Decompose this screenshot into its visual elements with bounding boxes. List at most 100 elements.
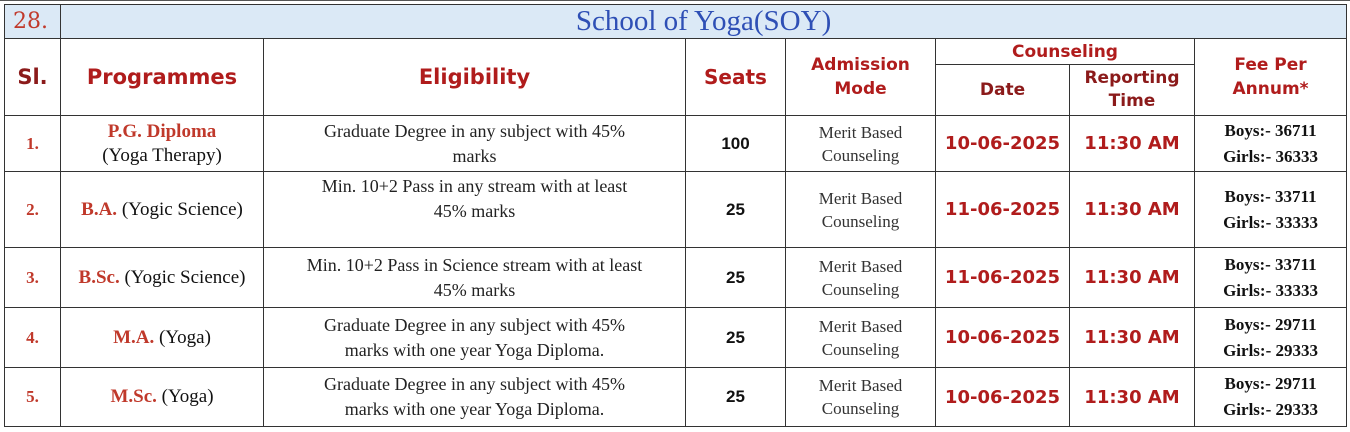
row-programme: P.G. Diploma (Yoga Therapy) bbox=[60, 115, 264, 172]
mode-line1: Merit Based bbox=[818, 256, 903, 276]
fee-boys: Boys:- 29711 bbox=[1224, 314, 1317, 334]
row-admission-mode: Merit Based Counseling bbox=[785, 307, 936, 368]
fee-girls: Girls:- 29333 bbox=[1223, 400, 1318, 419]
row-admission-mode: Merit Based Counseling bbox=[785, 115, 936, 172]
mode-line2: Counseling bbox=[821, 145, 900, 165]
row-sl: 2. bbox=[4, 171, 61, 248]
programme-table: 28. School of Yoga(SOY) Sl. Programmes E… bbox=[4, 4, 1348, 427]
header-row-1: Sl. Programmes Eligibility Seats Admissi… bbox=[4, 38, 1348, 116]
row-admission-mode: Merit Based Counseling bbox=[785, 171, 936, 248]
row-time: 11:30 AM bbox=[1069, 115, 1195, 172]
table-row: 4. M.A. (Yoga) Graduate Degree in any su… bbox=[4, 307, 1348, 368]
fee-girls: Girls:- 33333 bbox=[1223, 280, 1318, 300]
row-admission-mode: Merit Based Counseling bbox=[785, 367, 936, 427]
row-date: 10-06-2025 bbox=[935, 115, 1070, 172]
row-programme: B.A. (Yogic Science) bbox=[60, 171, 264, 248]
programme-detail: (Yogic Science) bbox=[121, 198, 243, 220]
eligibility-line2: 45% marks bbox=[433, 201, 516, 221]
row-programme: M.A. (Yoga) bbox=[60, 307, 264, 368]
row-time: 11:30 AM bbox=[1069, 367, 1195, 427]
row-date: 11-06-2025 bbox=[935, 247, 1070, 308]
row-time: 11:30 AM bbox=[1069, 247, 1195, 308]
programme-name: B.Sc. bbox=[78, 266, 120, 288]
fee-boys: Boys:- 29711 bbox=[1224, 374, 1317, 393]
header-programmes: Programmes bbox=[60, 38, 264, 116]
row-programme: B.Sc. (Yogic Science) bbox=[60, 247, 264, 308]
row-date: 10-06-2025 bbox=[935, 367, 1070, 427]
eligibility-line2: marks bbox=[452, 145, 497, 166]
header-admission-line1: Admission bbox=[811, 55, 910, 75]
header-admission-line2: Mode bbox=[834, 79, 887, 99]
row-fee: Boys:- 29711 Girls:- 29333 bbox=[1193, 307, 1348, 368]
programme-name: M.A. bbox=[113, 326, 155, 348]
row-eligibility: Graduate Degree in any subject with 45% … bbox=[263, 307, 686, 368]
programme-detail: (Yoga) bbox=[161, 386, 214, 407]
programme-name: M.Sc. bbox=[110, 386, 157, 407]
table-row: 1. P.G. Diploma (Yoga Therapy) Graduate … bbox=[4, 115, 1348, 172]
header-reporting-line1: Reporting bbox=[1084, 68, 1180, 88]
fee-boys: Boys:- 33711 bbox=[1224, 186, 1317, 206]
row-date: 11-06-2025 bbox=[935, 171, 1070, 248]
mode-line2: Counseling bbox=[821, 399, 900, 418]
mode-line1: Merit Based bbox=[818, 376, 903, 395]
top-border bbox=[0, 0, 1350, 4]
row-sl: 3. bbox=[4, 247, 61, 308]
row-admission-mode: Merit Based Counseling bbox=[785, 247, 936, 308]
header-sl: Sl. bbox=[4, 38, 61, 116]
row-time: 11:30 AM bbox=[1069, 307, 1195, 368]
row-seats: 25 bbox=[685, 247, 786, 308]
row-programme: M.Sc. (Yoga) bbox=[60, 367, 264, 427]
mode-line1: Merit Based bbox=[818, 188, 903, 208]
eligibility-line2: marks with one year Yoga Diploma. bbox=[344, 339, 605, 360]
mode-line2: Counseling bbox=[821, 211, 900, 231]
table-row: 5. M.Sc. (Yoga) Graduate Degree in any s… bbox=[4, 367, 1348, 427]
row-seats: 25 bbox=[685, 171, 786, 248]
row-eligibility: Graduate Degree in any subject with 45% … bbox=[263, 367, 686, 427]
row-sl: 1. bbox=[4, 115, 61, 172]
eligibility-line2: 45% marks bbox=[433, 279, 516, 300]
header-reporting-line2: Time bbox=[1108, 91, 1156, 111]
section-title: School of Yoga(SOY) bbox=[59, 4, 1348, 39]
fee-girls: Girls:- 33333 bbox=[1223, 212, 1318, 232]
row-fee: Boys:- 33711 Girls:- 33333 bbox=[1193, 171, 1348, 248]
row-seats: 100 bbox=[685, 115, 786, 172]
row-eligibility: Graduate Degree in any subject with 45% … bbox=[263, 115, 686, 172]
programme-name: P.G. Diploma bbox=[107, 120, 217, 142]
header-fee-line1: Fee Per bbox=[1234, 55, 1307, 75]
header-reporting-time: Reporting Time bbox=[1069, 64, 1195, 116]
programme-detail: (Yoga Therapy) bbox=[102, 144, 222, 166]
row-date: 10-06-2025 bbox=[935, 307, 1070, 368]
row-seats: 25 bbox=[685, 307, 786, 368]
header-counseling: Counseling bbox=[935, 38, 1195, 65]
row-seats: 25 bbox=[685, 367, 786, 427]
eligibility-line1: Min. 10+2 Pass in Science stream with at… bbox=[306, 254, 643, 275]
fee-boys: Boys:- 33711 bbox=[1224, 254, 1317, 274]
mode-line2: Counseling bbox=[821, 339, 900, 359]
section-number: 28. bbox=[4, 4, 61, 39]
mode-line1: Merit Based bbox=[818, 316, 903, 336]
row-fee: Boys:- 29711 Girls:- 29333 bbox=[1193, 367, 1348, 427]
row-eligibility: Min. 10+2 Pass in Science stream with at… bbox=[263, 247, 686, 308]
eligibility-line2: marks with one year Yoga Diploma. bbox=[344, 399, 605, 419]
table-row: 2. B.A. (Yogic Science) Min. 10+2 Pass i… bbox=[4, 171, 1348, 248]
fee-boys: Boys:- 36711 bbox=[1224, 120, 1317, 140]
header-fee-line2: Annum* bbox=[1232, 79, 1309, 99]
eligibility-line1: Graduate Degree in any subject with 45% bbox=[324, 314, 625, 335]
row-sl: 4. bbox=[4, 307, 61, 368]
fee-girls: Girls:- 29333 bbox=[1223, 340, 1318, 360]
row-time: 11:30 AM bbox=[1069, 171, 1195, 248]
header-eligibility: Eligibility bbox=[263, 38, 686, 116]
row-eligibility: Min. 10+2 Pass in any stream with at lea… bbox=[263, 171, 686, 248]
header-admission-mode: Admission Mode bbox=[785, 38, 936, 116]
mode-line1: Merit Based bbox=[818, 122, 903, 142]
header-row-2: Date Reporting Time bbox=[5, 64, 1347, 116]
programme-detail: (Yoga) bbox=[158, 326, 211, 348]
header-fee: Fee Per Annum* bbox=[1193, 38, 1348, 116]
row-fee: Boys:- 36711 Girls:- 36333 bbox=[1193, 115, 1348, 172]
programme-detail: (Yogic Science) bbox=[124, 266, 246, 288]
eligibility-line1: Graduate Degree in any subject with 45% bbox=[324, 120, 625, 141]
programme-name: B.A. bbox=[81, 198, 118, 220]
mode-line2: Counseling bbox=[821, 279, 900, 299]
fee-girls: Girls:- 36333 bbox=[1223, 146, 1318, 166]
header-date: Date bbox=[935, 64, 1070, 116]
